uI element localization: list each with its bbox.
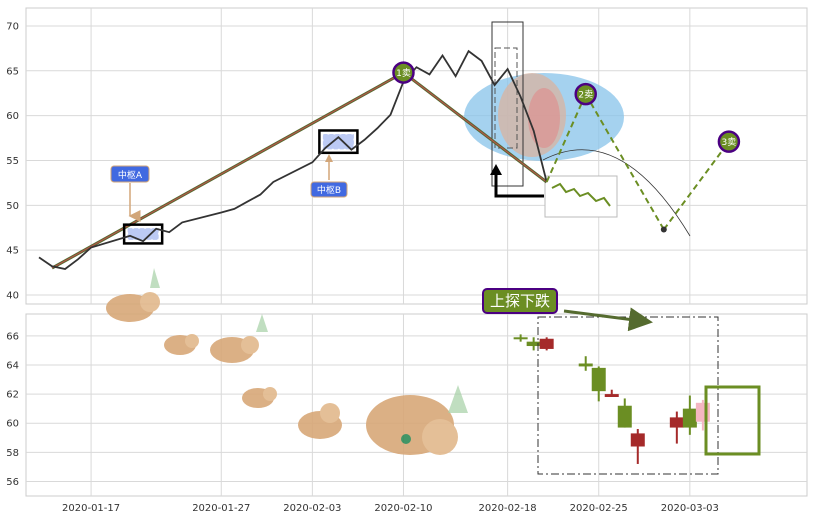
candle-body [604, 394, 619, 397]
x-tick-label: 2020-02-10 [374, 503, 432, 514]
x-tick-label: 2020-02-03 [283, 503, 341, 514]
bracket-line [494, 168, 544, 198]
top-y-ticks: 40 45 50 55 60 65 70 [6, 21, 19, 301]
candle-body [682, 408, 697, 428]
pivot-box [318, 129, 359, 155]
bracket-arrow [490, 164, 502, 175]
candle-range-box [537, 316, 719, 475]
pivot-b-annotation: 中枢B [310, 154, 348, 198]
sell-badge-label: 3卖 [722, 137, 737, 148]
bottom-candles [513, 334, 710, 464]
x-tick-label: 2020-01-27 [192, 503, 250, 514]
x-tick-label: 2020-02-25 [570, 503, 628, 514]
sell-badge-label: 2卖 [578, 90, 593, 101]
bottom-y-tick-label: 60 [6, 419, 19, 430]
sell-badge [717, 130, 741, 153]
stroke-segment-inner [403, 72, 547, 183]
focus-candle-box [704, 385, 761, 456]
candle-body [695, 402, 710, 422]
sell-badge [392, 61, 415, 84]
thumbnail-sketch [551, 182, 611, 207]
top-badges: 1卖 2卖 3卖 [392, 61, 741, 153]
candle-body [591, 367, 606, 392]
bottom-y-tick-label: 66 [6, 331, 19, 342]
forecast-arc [542, 149, 691, 237]
pivot-a-annotation: 中枢A [110, 165, 150, 222]
top-y-tick-label: 70 [6, 21, 19, 32]
pivot-box [122, 223, 164, 245]
core-zone-ellipse [528, 88, 560, 148]
candle-body [513, 337, 528, 340]
x-tick-label: 2020-02-18 [479, 503, 537, 514]
x-tick-label: 2020-03-03 [661, 503, 719, 514]
trend-annotation-label: 上探下跌 [490, 292, 550, 310]
pivot-band [127, 228, 159, 240]
stroke-segment-inner [51, 72, 404, 269]
top-panel-frame [25, 7, 808, 305]
bottom-y-tick-label: 58 [6, 448, 19, 459]
top-grid [26, 8, 807, 304]
forecast-segment [584, 93, 665, 231]
top-y-tick-label: 60 [6, 111, 19, 122]
top-y-tick-label: 65 [6, 66, 19, 77]
candle-body [669, 417, 684, 428]
x-tick-label: 2020-01-17 [62, 503, 120, 514]
bottom-y-tick-label: 64 [6, 360, 19, 371]
candle-body [526, 341, 541, 347]
forecast-segment [545, 93, 587, 183]
top-y-tick-label: 40 [6, 291, 19, 302]
candle-body [578, 363, 593, 367]
top-strokes [51, 71, 548, 270]
top-price-line [38, 49, 548, 270]
dog-illustrations [106, 268, 468, 455]
sell-badge-label: 1卖 [396, 68, 411, 79]
pivot-b-label: 中枢B [317, 184, 341, 196]
sell-badge [574, 82, 597, 106]
bottom-y-tick-label: 62 [6, 390, 19, 401]
top-y-tick-label: 50 [6, 201, 19, 212]
top-y-tick-label: 45 [6, 246, 19, 257]
bottom-y-ticks: 56 58 60 62 64 66 [6, 331, 19, 488]
forecast-segment [663, 141, 730, 231]
bottom-y-tick-label: 56 [6, 477, 19, 488]
price-series-line [38, 49, 548, 270]
trend-annotation: 上探下跌 [482, 288, 653, 332]
candle-body [630, 433, 645, 447]
bottom-x-ticks: 2020-01-17 2020-01-27 2020-02-03 2020-02-10… [62, 503, 719, 514]
forecast-low-point [660, 226, 667, 233]
top-forecast-lines [545, 93, 730, 233]
pivot-a-label: 中枢A [118, 169, 143, 181]
inset-dash-box [494, 47, 518, 149]
candle-body [539, 338, 554, 349]
candle-body [617, 405, 632, 428]
top-y-tick-label: 55 [6, 156, 19, 167]
